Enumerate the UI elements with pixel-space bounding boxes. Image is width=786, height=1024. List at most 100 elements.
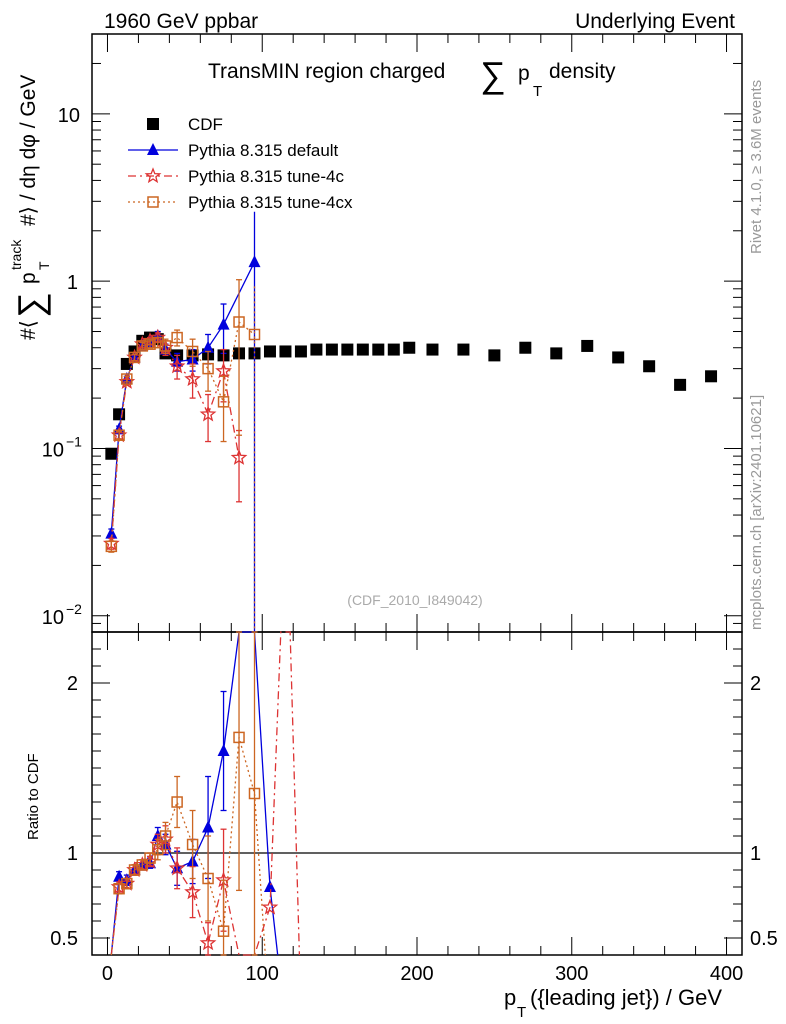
data-point [113,429,125,441]
ratio-data-point [199,934,217,951]
legend: CDF Pythia 8.315 default Pythia 8.315 tune… [128,115,353,212]
svg-text:−1: −1 [66,433,82,449]
data-point [643,360,656,373]
ratio-y-axis-label: Ratio to CDF [25,753,42,840]
data-point [310,343,323,356]
svg-text:10: 10 [42,607,64,629]
ratio-data-point [168,859,186,876]
data-point [403,341,416,354]
series-line [110,320,255,547]
svg-text:#⟩ / dη dφ / GeV: #⟩ / dη dφ / GeV [17,75,40,226]
ratio-y-tick-label-right: 2 [750,673,761,695]
data-point [279,345,292,358]
svg-text:#⟨: #⟨ [17,320,40,340]
ratio-y-tick-label-right: 1 [750,843,761,865]
data-point [168,357,186,374]
data-point [199,405,217,422]
data-point [186,345,199,358]
ratio-data-point [171,796,183,808]
ratio-data-point [261,898,279,915]
data-point [230,449,248,465]
data-point [372,343,385,356]
svg-text:p: p [17,272,40,284]
data-point [233,316,245,328]
ratio-data-point [202,872,214,885]
legend-marker [144,167,162,184]
svg-text:({leading jet}) / GeV: ({leading jet}) / GeV [530,985,722,1010]
ratio-data-point [202,820,215,833]
data-point [263,345,276,358]
ratio-plot-frame [91,631,743,956]
ratio-axis-ticks: 0.5 0.5 1 1 2 2 0 100 200 300 400 [50,632,778,985]
data-point [105,540,118,553]
ratio-data-point [233,731,245,744]
data-point [294,345,307,358]
legend-marker [147,143,159,155]
data-point [105,526,118,539]
legend-label: CDF [188,115,223,134]
series-pythia-8-315-tune-4cx [105,279,261,632]
data-point [426,343,439,356]
data-point [184,370,202,387]
ratio-y-tick-label: 1 [67,843,78,865]
svg-text:T: T [517,1004,526,1021]
legend-label: Pythia 8.315 tune-4c [188,167,344,186]
ratio-series-pythia-8-315-default [110,631,279,956]
ratio-data-point [136,859,149,871]
data-point [217,396,230,408]
ratio-y-tick-label: 2 [67,673,78,695]
ratio-data-point [121,877,133,890]
svg-text:T: T [36,261,52,270]
ratio-plot-area [110,631,301,956]
ratio-y-tick-label: 0.5 [50,928,78,950]
svg-text:1: 1 [67,272,78,294]
legend-label: Pythia 8.315 tune-4cx [188,193,353,212]
legend-item-pythia-8-315-tune-4c: Pythia 8.315 tune-4c [128,167,344,186]
y-tick-label: 10 −2 [42,601,82,629]
header-left: 1960 GeV ppbar [104,10,258,33]
chart-title: TransMIN region charged ∑ p T density [208,54,616,100]
svg-text:p: p [518,62,530,85]
rivet-version-label: Rivet 4.1.0, ≥ 3.6M events [748,80,765,254]
data-point [341,343,354,356]
main-plot-area [102,211,718,632]
svg-text:10: 10 [42,439,64,461]
ratio-series-line [110,631,279,956]
x-tick-label: 200 [400,963,433,985]
svg-text:density: density [549,60,616,83]
data-point [113,408,126,421]
data-point [581,339,594,352]
ratio-series-pythia-8-315-tune-4c [110,631,301,956]
x-axis-label: p T ({leading jet}) / GeV [504,985,722,1021]
x-tick-label: 0 [102,963,113,985]
data-point [105,447,118,460]
legend-label: Pythia 8.315 default [188,141,339,160]
data-point [136,340,149,352]
data-point [550,347,563,360]
series-pythia-8-315-default [105,211,261,632]
y-tick-label: 1 [67,272,78,294]
ratio-data-point [186,838,199,851]
analysis-id-watermark: (CDF_2010_I849042) [347,592,482,608]
legend-item-pythia-8-315-default: Pythia 8.315 default [128,141,339,160]
data-point [457,343,470,356]
data-point [674,378,687,391]
data-point [248,328,261,341]
header-right: Underlying Event [575,10,735,33]
data-point [144,338,156,350]
ratio-data-point [217,925,230,937]
x-tick-label: 100 [246,963,279,985]
ratio-series-pythia-8-315-tune-4cx [110,631,266,956]
legend-marker [147,196,159,208]
ratio-data-point [159,830,172,842]
data-point [217,317,230,330]
series-line [110,261,256,534]
y-tick-label: 10 −1 [42,433,82,461]
data-point [159,340,172,352]
data-point [202,362,214,375]
data-point [705,370,718,383]
data-point [128,351,141,364]
data-point [171,331,183,344]
